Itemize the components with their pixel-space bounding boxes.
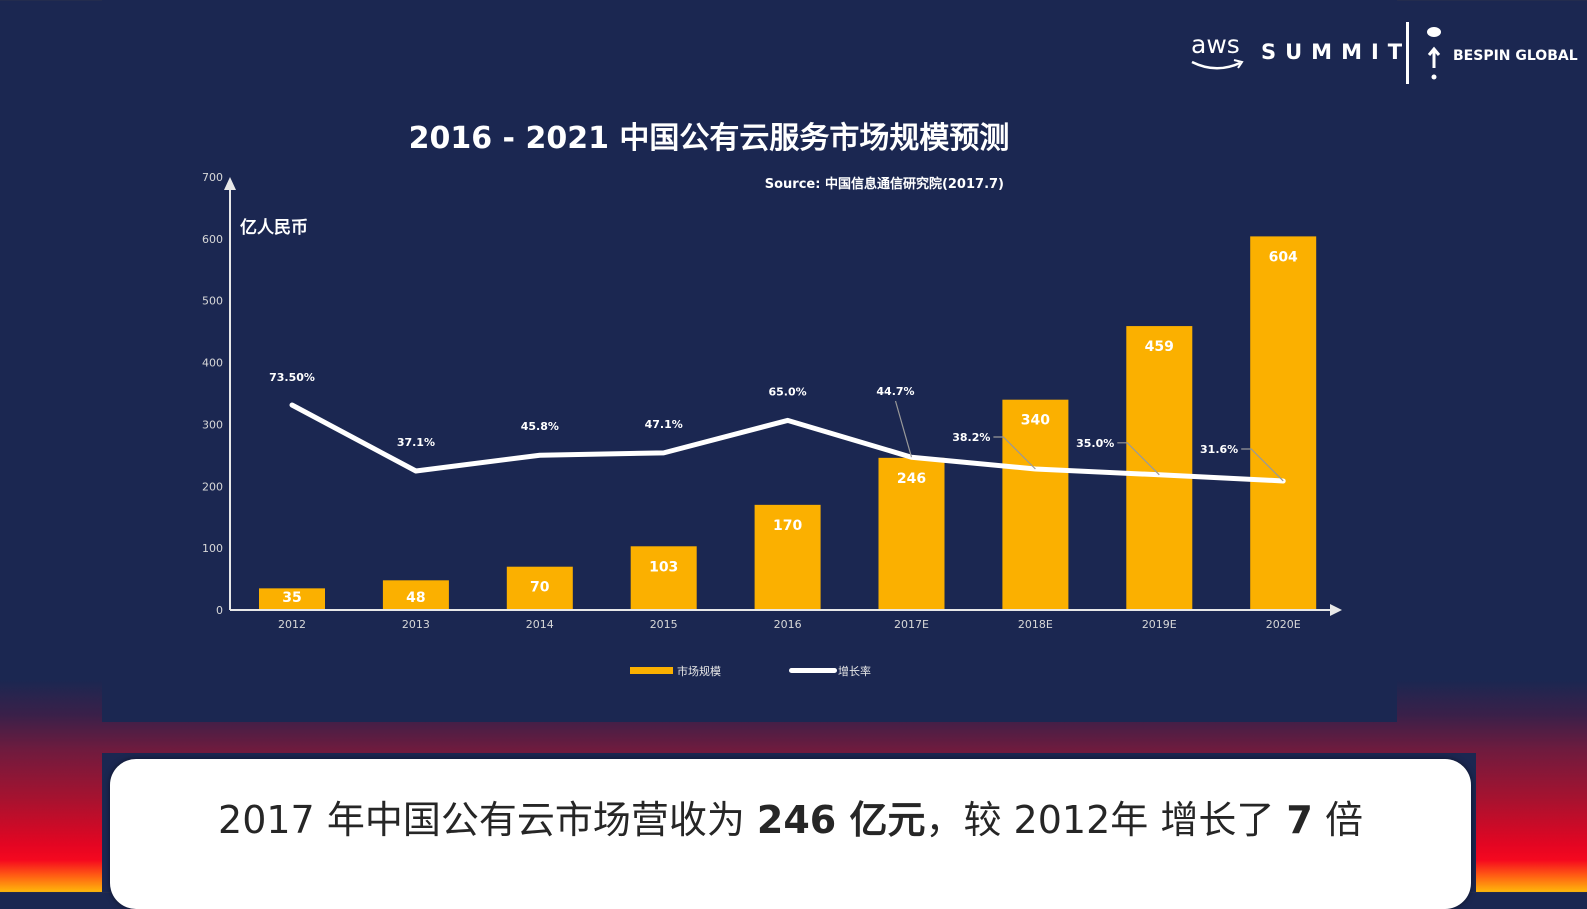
x-tick-label: 2014 [526, 618, 554, 631]
bar-value-label: 170 [773, 518, 802, 534]
bar-2015 [630, 546, 697, 610]
bar-value-label: 103 [649, 559, 678, 575]
bar-2013 [382, 580, 449, 610]
chart-source: Source: 中国信息通信研究院(2017.7) [765, 176, 1004, 192]
caption-highlight: 246 亿元 [756, 798, 926, 842]
summit-logo-text: SUMMIT [1261, 40, 1412, 64]
bar-2016 [754, 504, 821, 610]
leader-line [894, 400, 913, 458]
y-tick-label: 500 [202, 295, 223, 308]
legend-swatch-bar [630, 667, 673, 674]
y-tick-label: 300 [202, 418, 223, 431]
cloud-arrow-icon [1427, 27, 1441, 80]
leader-line [993, 436, 1036, 470]
x-tick-label: 2015 [650, 618, 678, 631]
chart-title: 2016 - 2021 中国公有云服务市场规模预测 [409, 121, 1010, 156]
amazon-smile-icon [1191, 59, 1244, 70]
x-axis-arrow [1330, 604, 1342, 616]
bar-2012 [259, 588, 325, 610]
leader-line [1241, 448, 1284, 482]
caption-part: ，较 2012年 增长了 [925, 798, 1287, 842]
y-tick-label: 100 [202, 542, 223, 555]
x-tick-label: 2018E [1018, 618, 1053, 631]
bar-value-label: 48 [406, 590, 425, 606]
growth-rate-label: 73.50% [269, 371, 315, 384]
bar-value-label: 459 [1145, 339, 1174, 355]
caption-card: 2017 年中国公有云市场营收为 246 亿元，较 2012年 增长了 7 倍 [110, 759, 1471, 909]
growth-rate-label: 44.7% [876, 385, 914, 398]
bar-2014 [506, 566, 573, 610]
growth-rate-label: 45.8% [521, 420, 559, 433]
bar-2020E [1250, 236, 1317, 610]
bar-2019E [1126, 326, 1193, 610]
bar-value-label: 246 [897, 471, 926, 487]
aws-logo-text: aws [1191, 30, 1240, 59]
x-tick-label: 2019E [1142, 618, 1177, 631]
bar-value-label: 604 [1269, 249, 1298, 265]
caption-highlight: 7 [1286, 798, 1313, 842]
growth-rate-label: 35.0% [1076, 437, 1114, 450]
leader-line [1117, 442, 1160, 476]
y-axis-arrow [224, 177, 236, 190]
growth-rate-label: 38.2% [952, 431, 990, 444]
x-tick-label: 2017E [894, 618, 929, 631]
logo-divider [1406, 22, 1409, 84]
caption-part: 倍 [1312, 798, 1363, 842]
legend: 市场规模 增长率 [630, 664, 871, 678]
legend-label-line: 增长率 [838, 664, 871, 678]
growth-rate-label: 65.0% [769, 385, 807, 398]
y-tick-label: 400 [202, 357, 223, 370]
growth-rate-label: 31.6% [1200, 443, 1238, 456]
x-tick-label: 2020E [1266, 618, 1301, 631]
caption-part: 2017 年中国公有云市场营收为 [218, 798, 757, 842]
y-tick-label: 600 [202, 233, 223, 246]
y-tick-label: 0 [216, 604, 223, 617]
y-tick-label: 200 [202, 480, 223, 493]
x-tick-label: 2016 [774, 618, 802, 631]
bar-value-label: 35 [282, 590, 301, 606]
bespin-global-text: BESPIN GLOBAL [1453, 48, 1578, 64]
bar-2018E [1002, 399, 1069, 610]
bar-value-label: 70 [530, 580, 550, 596]
bar-value-label: 340 [1021, 413, 1050, 429]
legend-label-bar: 市场规模 [677, 664, 721, 678]
x-tick-label: 2012 [278, 618, 306, 631]
x-tick-label: 2013 [402, 618, 430, 631]
caption-text: 2017 年中国公有云市场营收为 246 亿元，较 2012年 增长了 7 倍 [110, 789, 1471, 844]
growth-rate-label: 37.1% [397, 436, 435, 449]
legend-swatch-line [789, 668, 837, 673]
growth-rate-line [289, 402, 1286, 484]
growth-rate-label: 47.1% [645, 418, 683, 431]
bar-2017E [878, 457, 945, 610]
y-axis-label: 亿人民币 [240, 217, 308, 238]
y-tick-label: 700 [202, 171, 223, 184]
